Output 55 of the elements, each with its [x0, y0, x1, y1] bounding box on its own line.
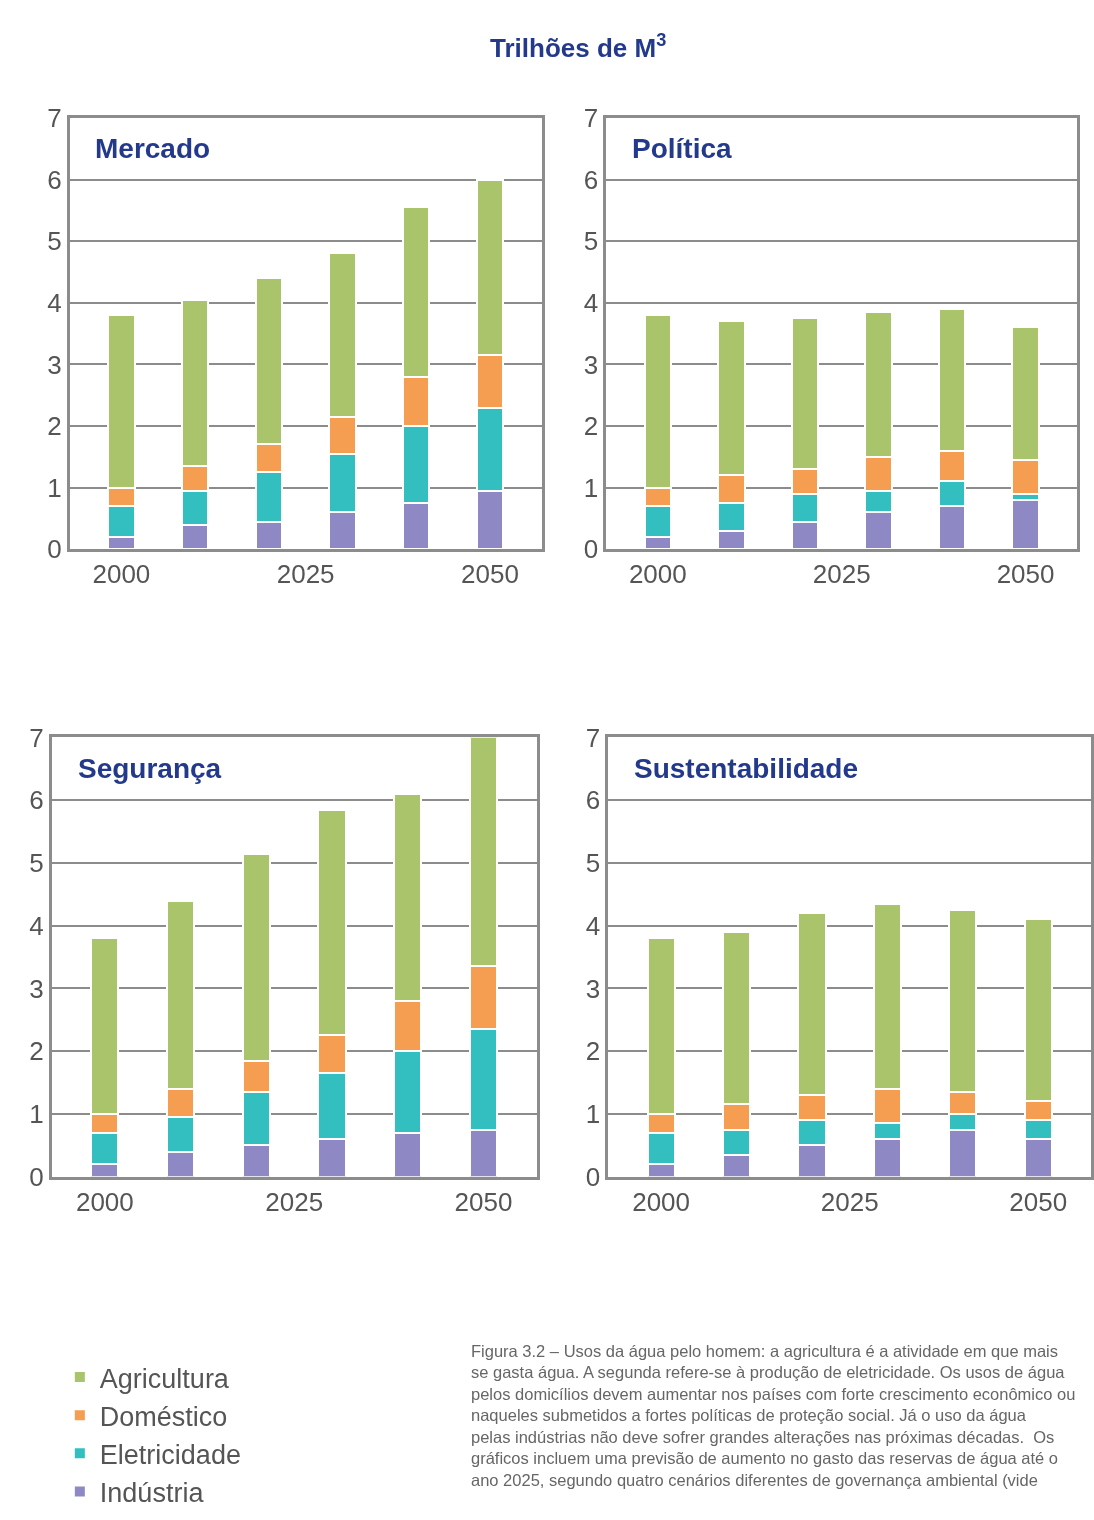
text: Mercado	[95, 133, 211, 164]
y-tick-label: 7	[583, 103, 599, 134]
y-tick-label: 2	[585, 1036, 601, 1067]
x-tick-label: 2000	[75, 1186, 134, 1217]
y-tick-label: 2	[47, 411, 62, 442]
x-tick-label: 2000	[632, 1186, 691, 1217]
x-tick-label: 2050	[996, 559, 1055, 590]
y-tick-label: 5	[47, 226, 62, 257]
y-tick-label: 5	[29, 848, 44, 879]
y-tick-label: 0	[585, 1161, 601, 1192]
y-tick-label: 1	[47, 472, 62, 503]
y-tick-label: 7	[29, 722, 44, 753]
x-tick-label: 2050	[461, 559, 519, 590]
y-tick-label: 3	[583, 349, 599, 380]
y-tick-label: 4	[583, 287, 599, 318]
y-tick-label: 6	[583, 164, 599, 195]
y-tick-label: 0	[583, 534, 599, 565]
y-tick-label: 4	[47, 287, 62, 318]
y-tick-label: 6	[29, 785, 44, 816]
y-tick-label: 7	[47, 103, 62, 134]
y-tick-label: 1	[585, 1098, 601, 1129]
y-tick-label: 0	[29, 1161, 44, 1192]
bar	[1011, 498, 1040, 550]
x-tick-label: 2050	[454, 1186, 513, 1217]
y-tick-label: 3	[585, 973, 601, 1004]
text: Política	[632, 133, 733, 164]
y-tick-label: 3	[29, 973, 44, 1004]
y-tick-label: 2	[583, 411, 599, 442]
legend-label: Doméstico	[99, 1401, 228, 1432]
y-tick-label: 5	[583, 226, 599, 257]
y-tick-label: 3	[47, 349, 62, 380]
x-tick-label: 2050	[1009, 1186, 1068, 1217]
y-tick-label: 0	[47, 534, 62, 565]
legend-label: Eletricidade	[99, 1439, 241, 1470]
y-tick-label: 6	[47, 164, 62, 195]
y-tick-label: 5	[585, 848, 601, 879]
y-tick-label: 1	[29, 1098, 44, 1129]
legend-label: Indústria	[99, 1477, 205, 1508]
y-tick-label: 4	[585, 910, 601, 941]
y-tick-label: 7	[585, 722, 601, 753]
text: Trilhões de M$^{3}$	[490, 30, 667, 63]
text: Figura 3.2 – Usos da água pelo homem: a agricultura é a atividade em que mais se gasta água. A segunda refere-se à produção de eletricidade. Os usos de água pelos domicílios devem aumentar nos países com forte crescimento econômico ou naqueles submetidos a fortes políticas de proteção social. Já o uso da água pelas indústrias não deve sofrer grandes alterações nas próximas décadas. Os gráficos incluem uma previsão de aumento no gasto das reservas de água até o ano 2025, segundo quatro cenários diferentes de governança ambiental (vide	[471, 1342, 1076, 1489]
x-tick-label: 2000	[92, 559, 151, 590]
text: Segurança	[78, 753, 222, 784]
x-tick-label: 2025	[812, 559, 871, 590]
y-tick-label: 2	[29, 1036, 44, 1067]
y-tick-label: 4	[29, 910, 44, 941]
x-tick-label: 2025	[820, 1186, 879, 1217]
x-tick-label: 2025	[265, 1186, 324, 1217]
y-tick-label: 1	[583, 472, 599, 503]
x-tick-label: 2025	[276, 559, 335, 590]
text: Sustentabilidade	[634, 753, 859, 784]
y-tick-label: 6	[585, 785, 601, 816]
legend-label: Agricultura	[99, 1363, 230, 1394]
x-tick-label: 2000	[628, 559, 687, 590]
